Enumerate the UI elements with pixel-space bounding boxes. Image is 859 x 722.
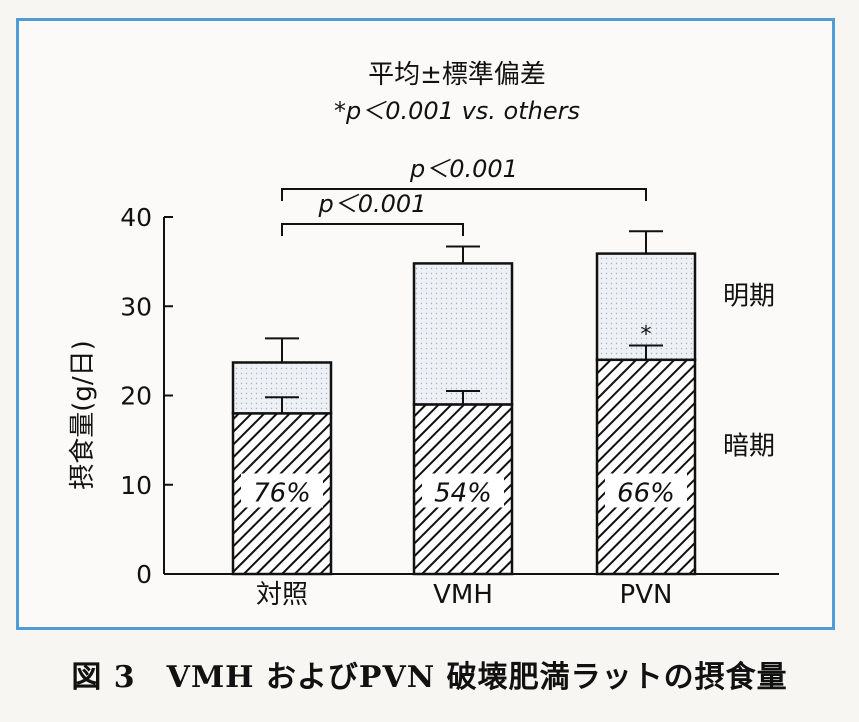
bars (231, 252, 697, 576)
percent-label-0: 76% (253, 478, 311, 508)
percent-label-bg-1 (422, 473, 504, 508)
y-tick-label-20: 20 (120, 382, 152, 411)
bar-light-VMH (412, 262, 514, 406)
bar-dark-PVN (595, 358, 697, 576)
figure-caption: 図 3 VMH およびPVN 破壊肥満ラットの摂食量 (71, 660, 788, 695)
legend-label-light: 明期 (723, 281, 775, 311)
percent-label-2: 66% (617, 478, 675, 508)
y-tick-label-0: 0 (136, 560, 152, 589)
significance-asterisk: * (641, 323, 652, 348)
chart-header-line1: 平均±標準偏差 (368, 60, 546, 90)
x-tick-labels: 対照 VMH PVN (256, 580, 672, 610)
chart: 平均±標準偏差 *p＜0.001 vs. others 摂食量(g/日) 0 10… (68, 60, 779, 610)
x-tick-label-PVN: PVN (620, 580, 673, 610)
significance-bracket-0 (281, 223, 464, 236)
y-axis-label: 摂食量(g/日) (68, 340, 98, 490)
x-tick-label-VMH: VMH (433, 580, 493, 610)
y-tick-label-40: 40 (120, 203, 152, 232)
significance-label-1: p＜0.001 (409, 155, 518, 183)
significance-bracket-1 (281, 188, 647, 201)
x-tick-label-対照: 対照 (256, 580, 308, 610)
y-tick-label-30: 30 (120, 292, 152, 321)
significance-brackets: p＜0.001 p＜0.001 * (281, 155, 652, 348)
legend-label-dark: 暗期 (723, 431, 775, 461)
percent-label-bg-2 (605, 473, 687, 508)
chart-header-line2: *p＜0.001 vs. others (334, 97, 580, 125)
error-bars (265, 230, 663, 414)
percent-label-1: 54% (434, 478, 492, 508)
percent-label-bg-0 (241, 473, 323, 508)
figure-frame: 平均±標準偏差 *p＜0.001 vs. others 摂食量(g/日) 0 10… (16, 18, 835, 630)
y-tick-label-10: 10 (120, 471, 152, 500)
significance-label-0: p＜0.001 (318, 190, 427, 218)
percent-labels: 76% 54% 66% (241, 473, 687, 508)
